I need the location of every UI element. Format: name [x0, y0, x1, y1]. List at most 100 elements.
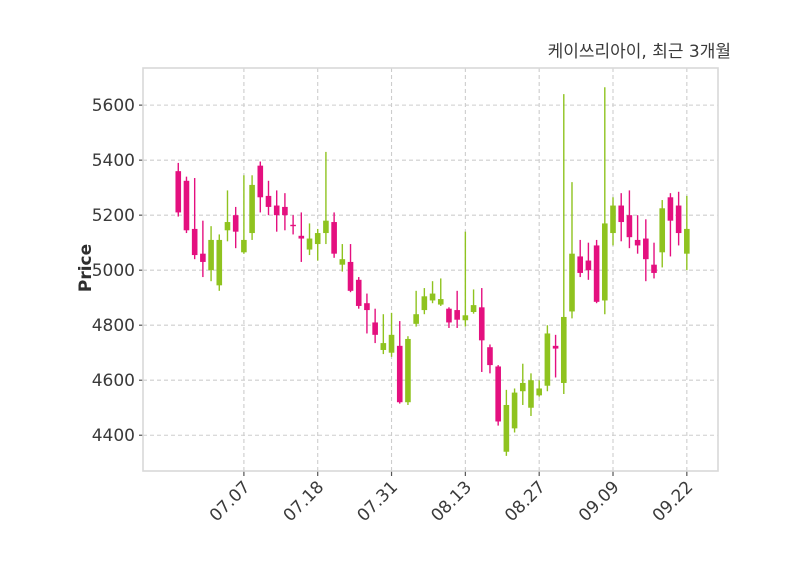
candle-body [470, 305, 477, 313]
candle [569, 182, 575, 319]
y-tick-label: 5600 [92, 96, 135, 116]
x-tick-label: 07.07 [206, 477, 255, 526]
candle [421, 288, 428, 315]
candle [388, 312, 395, 357]
candle-body [200, 253, 206, 262]
candle [200, 220, 206, 278]
candle-body [388, 334, 395, 353]
y-tick-label: 4400 [92, 426, 135, 446]
x-tick-label: 08.13 [427, 477, 476, 526]
y-tick-label: 5000 [92, 261, 135, 281]
candle [249, 175, 255, 240]
candle-body [339, 259, 346, 265]
candle-body [643, 238, 649, 260]
candle [602, 87, 608, 315]
candle [183, 176, 190, 234]
candle-body [528, 380, 534, 408]
y-axis-label: Price [76, 244, 96, 292]
candle-body [684, 228, 690, 254]
candle [659, 200, 666, 268]
candle [331, 212, 337, 258]
candle-body [421, 296, 428, 311]
candle-body [331, 222, 337, 254]
candle [355, 277, 362, 309]
candle [314, 228, 321, 261]
candle [265, 180, 272, 216]
candle-body [593, 245, 600, 302]
candle [552, 334, 559, 378]
candle [224, 190, 231, 242]
candle-body [290, 224, 296, 227]
candle [684, 195, 690, 271]
candle-body [298, 235, 305, 239]
candle [372, 308, 378, 344]
candle-body [273, 205, 280, 216]
candle-body [282, 206, 288, 216]
candle [585, 242, 592, 280]
candle [208, 226, 214, 282]
candle [577, 239, 583, 278]
candle-body [618, 205, 625, 223]
candle [519, 363, 526, 405]
candle-body [610, 205, 616, 234]
candle-body [503, 404, 510, 452]
candle-body [413, 314, 419, 324]
candle-body [232, 215, 239, 232]
candle-body [405, 338, 411, 403]
candle-body [585, 260, 592, 271]
candle [446, 307, 452, 328]
candle-body [347, 261, 354, 291]
candle-body [224, 222, 231, 231]
candle [364, 293, 370, 334]
candle [487, 344, 493, 374]
candle-body [634, 239, 641, 246]
candle-body [314, 233, 321, 245]
candle [462, 231, 469, 327]
candle [429, 281, 436, 304]
candle-body [429, 293, 436, 301]
y-tick-label: 5400 [92, 151, 135, 171]
candle-body [364, 303, 370, 311]
candle-body [446, 308, 452, 323]
candle-body [560, 316, 567, 383]
candle [651, 242, 657, 279]
candle [396, 321, 403, 404]
candle-body [437, 299, 444, 305]
candle [437, 278, 444, 306]
candle [339, 244, 346, 272]
candle-body [577, 256, 583, 273]
candle-body [536, 388, 542, 396]
candle [347, 244, 354, 293]
chart-title: 케이쓰리아이, 최근 3개월 [548, 42, 731, 62]
candle [667, 193, 674, 257]
candle [528, 373, 534, 416]
x-tick-label: 09.09 [575, 477, 624, 526]
x-tick-label: 07.31 [354, 477, 403, 526]
candle-body [257, 165, 264, 198]
candle-body [396, 345, 403, 403]
y-tick-label: 4800 [92, 316, 135, 336]
candle [273, 190, 280, 232]
candle-body [552, 345, 559, 349]
candle-body [487, 347, 493, 366]
candle [282, 193, 288, 231]
plot-border [142, 67, 719, 472]
candle-body [265, 195, 272, 207]
candle-body [626, 215, 633, 238]
candle-body [191, 228, 198, 256]
candle [643, 219, 649, 282]
candle [544, 325, 551, 392]
candle-body [495, 366, 501, 422]
candle [618, 193, 625, 242]
candle [175, 162, 182, 217]
candle [306, 223, 313, 256]
candle [560, 94, 567, 394]
candle [257, 161, 264, 213]
candle [216, 234, 223, 291]
candle-body [372, 322, 378, 335]
candle [380, 314, 387, 355]
y-tick-label: 4600 [92, 371, 135, 391]
